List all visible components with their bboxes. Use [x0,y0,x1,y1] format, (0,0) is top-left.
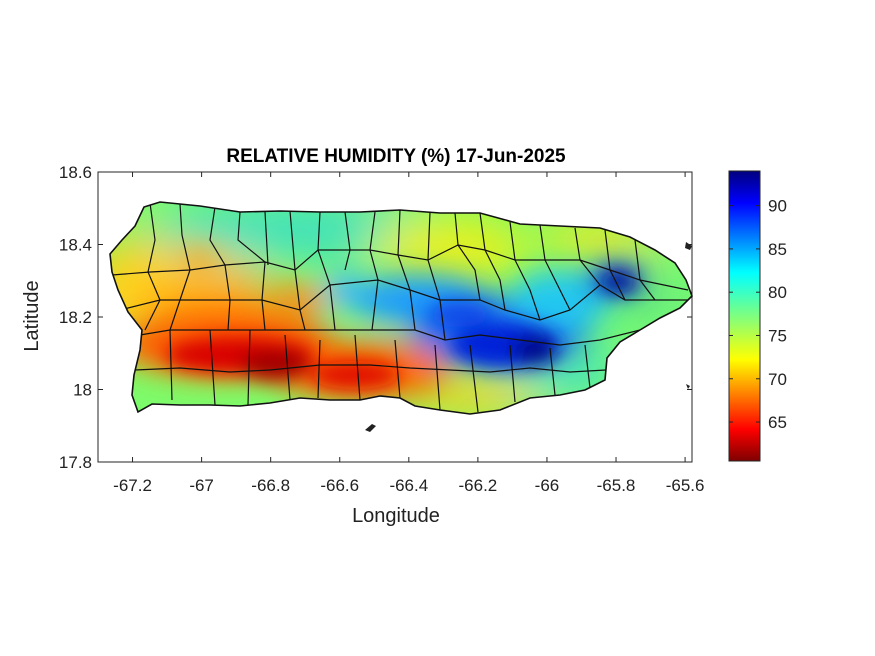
colorbar-ticks: 90 85 80 75 70 65 [729,197,787,432]
x-tick-label: -66.2 [459,476,498,495]
x-tick-label: -66.6 [320,476,359,495]
colorbar: 90 85 80 75 70 65 [728,170,787,462]
y-axis-label: Latitude [21,280,43,351]
colorbar-tick-label: 75 [768,326,787,345]
municipal-boundaries [111,202,690,413]
small-island-southeast [686,384,690,389]
chart-title: RELATIVE HUMIDITY (%) 17-Jun-2025 [226,146,566,167]
x-axis: -67.2 -67 -66.8 -66.6 -66.4 -66.2 -66 -65.8 -65.… [113,172,704,495]
x-tick-label: -66 [535,476,560,495]
y-tick-label: 17.8 [59,453,92,472]
x-axis-label: Longitude [352,505,440,527]
y-tick-label: 18 [73,381,92,400]
y-tick-label: 18.6 [59,163,92,182]
humidity-field [110,202,692,414]
y-axis: 18.6 18.4 18.2 18 17.8 [59,163,692,472]
colorbar-tick-label: 70 [768,370,787,389]
colorbar-tick-label: 90 [768,197,787,216]
colorbar-tick-label: 65 [768,413,787,432]
small-island-caja-de-muertos [365,424,376,432]
colorbar-tick-label: 80 [768,283,787,302]
colorbar-tick-label: 85 [768,240,787,259]
x-tick-label: -65.8 [597,476,636,495]
y-tick-label: 18.4 [59,236,92,255]
x-tick-label: -65.6 [666,476,705,495]
y-tick-label: 18.2 [59,308,92,327]
island-coastline [109,201,693,415]
colorbar-gradient [728,170,761,462]
x-tick-label: -67.2 [113,476,152,495]
x-tick-label: -66.8 [251,476,290,495]
small-island-east [685,242,692,250]
x-tick-label: -66.4 [389,476,428,495]
x-tick-label: -67 [189,476,214,495]
